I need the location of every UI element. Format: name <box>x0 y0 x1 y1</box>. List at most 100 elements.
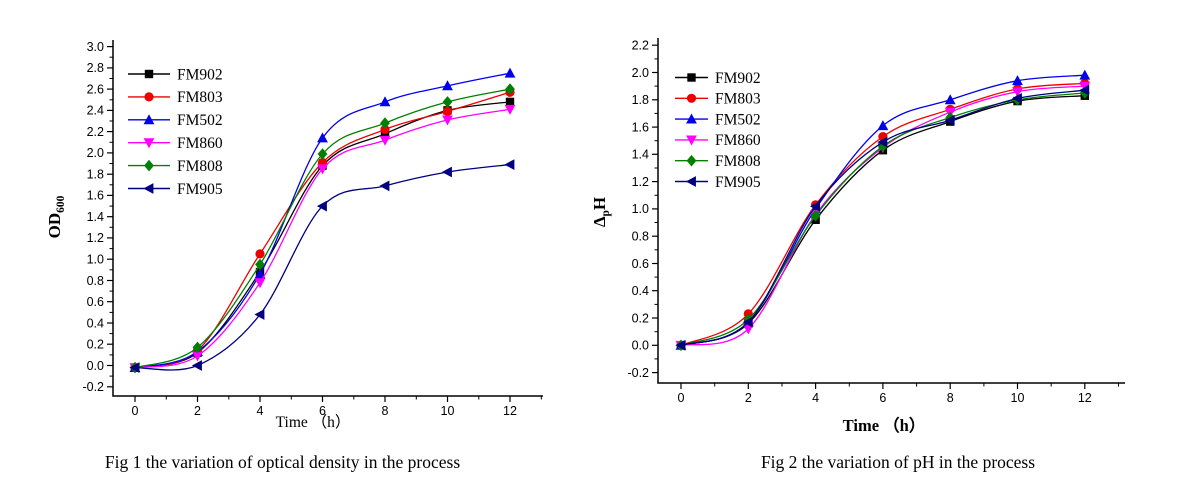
legend-item-FM502: FM502 <box>128 112 223 129</box>
data-point-marker <box>675 339 686 351</box>
y-tick-label: 2.4 <box>87 104 104 118</box>
x-tick-label: 2 <box>745 391 752 405</box>
data-point-marker <box>317 132 328 143</box>
data-point-marker <box>380 124 390 135</box>
y-tick-label: 3.0 <box>87 40 104 54</box>
fig1-legend: FM902 FM803 FM502 FM860 FM808 FM905 <box>128 66 223 198</box>
data-point-marker <box>129 362 140 373</box>
legend-label: FM803 <box>177 89 223 106</box>
charts-svg: -0.2 0.0 0.2 0.4 0.6 0.8 1.0 1.2 1.4 1.6 1.8 2.0 2.2… <box>45 38 1125 435</box>
data-point-marker <box>1012 75 1023 86</box>
data-point-marker <box>255 258 265 271</box>
data-point-marker <box>442 115 453 126</box>
legend-label: FM803 <box>715 91 761 108</box>
series-FM905 <box>675 84 1090 351</box>
data-point-marker <box>317 148 328 160</box>
x-tick-label: 2 <box>194 404 201 418</box>
data-point-marker <box>1012 87 1023 98</box>
axis-lines <box>657 38 1125 384</box>
legend-label: FM502 <box>177 112 223 129</box>
y-tick-label: 2.8 <box>87 61 104 75</box>
data-point-marker <box>742 324 754 335</box>
data-point-marker <box>254 309 265 320</box>
data-point-marker <box>192 351 203 362</box>
series-line <box>680 92 1085 346</box>
legend-item-FM808: FM808 <box>128 158 223 175</box>
x-tick-label: 10 <box>1011 391 1025 405</box>
data-point-marker <box>742 316 753 328</box>
legend-marker <box>143 183 154 194</box>
fig2-chart: -0.2 0.0 0.2 0.4 0.6 0.8 1.0 1.2 1.4 1.6 1.8 2.0 2.2… <box>590 38 1125 435</box>
x-tick-label: 0 <box>132 404 139 418</box>
y-tick-label: 0.4 <box>87 316 104 330</box>
y-tick-label: 1.6 <box>632 120 649 134</box>
data-point-marker <box>504 159 515 170</box>
y-tick-label: 0.8 <box>87 274 104 288</box>
data-point-marker <box>1011 93 1022 104</box>
legend-marker <box>144 159 154 172</box>
x-tick-label: 0 <box>678 391 685 405</box>
y-tick-label: 0.6 <box>632 257 649 271</box>
x-tick-label: 8 <box>947 391 954 405</box>
legend-item-FM803: FM803 <box>128 89 223 106</box>
data-point-marker <box>254 268 266 279</box>
legend-item-FM808: FM808 <box>675 153 761 170</box>
data-point-marker <box>442 96 453 108</box>
y-tick-label: 1.0 <box>632 202 649 216</box>
data-point-marker <box>379 180 390 192</box>
x-tick-label: 10 <box>441 404 455 418</box>
y-tick-label: 1.6 <box>87 189 104 203</box>
legend-marker <box>686 154 697 167</box>
data-point-marker <box>441 166 452 178</box>
legend-item-FM502: FM502 <box>675 111 761 128</box>
data-point-marker <box>254 278 266 289</box>
legend-marker <box>143 114 155 125</box>
fig1-caption: Fig 1 the variation of optical density i… <box>104 452 461 472</box>
y-axis-title: OD600 <box>45 195 67 238</box>
y-tick-label: 2.6 <box>87 82 104 96</box>
data-point-marker <box>944 114 955 126</box>
legend-item-FM902: FM902 <box>675 70 761 87</box>
data-point-marker <box>379 96 391 107</box>
legend-item-FM902: FM902 <box>128 66 223 83</box>
y-tick-label: 0.4 <box>632 284 649 298</box>
legend-label: FM905 <box>177 181 223 198</box>
y-tick-label: 1.2 <box>632 175 649 189</box>
data-point-marker <box>504 104 516 115</box>
y-tick-label: 1.8 <box>87 168 104 182</box>
data-point-marker <box>316 200 327 212</box>
fig1-chart: -0.2 0.0 0.2 0.4 0.6 0.8 1.0 1.2 1.4 1.6 1.8 2.0 2.2… <box>45 40 543 431</box>
data-point-marker <box>1079 84 1090 96</box>
y-tick-label: 1.2 <box>87 231 104 245</box>
data-point-marker <box>810 209 821 222</box>
series-FM902 <box>676 91 1089 350</box>
legend-marker <box>686 135 697 146</box>
x-tick-label: 12 <box>503 404 517 418</box>
data-point-marker <box>877 120 889 131</box>
y-tick-label: 2.2 <box>87 125 104 139</box>
data-point-marker <box>504 67 516 78</box>
x-tick-label: 12 <box>1078 391 1092 405</box>
data-point-marker <box>379 135 391 146</box>
legend-label: FM902 <box>715 70 761 87</box>
data-point-marker <box>810 200 820 212</box>
legend-label: FM502 <box>715 111 761 128</box>
legend-item-FM905: FM905 <box>675 174 761 191</box>
data-point-marker <box>442 80 453 91</box>
x-tick-label: 6 <box>879 391 886 405</box>
y-tick-label: 1.4 <box>87 210 104 224</box>
data-point-marker <box>944 94 956 105</box>
data-point-marker <box>505 97 515 107</box>
y-tick-label: 0.8 <box>632 230 649 244</box>
legend-marker <box>687 73 696 82</box>
data-point-marker <box>192 341 203 354</box>
series-FM803 <box>130 87 515 373</box>
legend-label: FM860 <box>177 135 223 152</box>
legend-marker <box>686 113 697 124</box>
x-tick-label: 4 <box>257 404 264 418</box>
legend-label: FM902 <box>177 66 223 83</box>
y-tick-label: 1.0 <box>87 253 104 267</box>
data-point-marker <box>1079 69 1091 80</box>
y-tick-label: -0.2 <box>82 380 104 394</box>
